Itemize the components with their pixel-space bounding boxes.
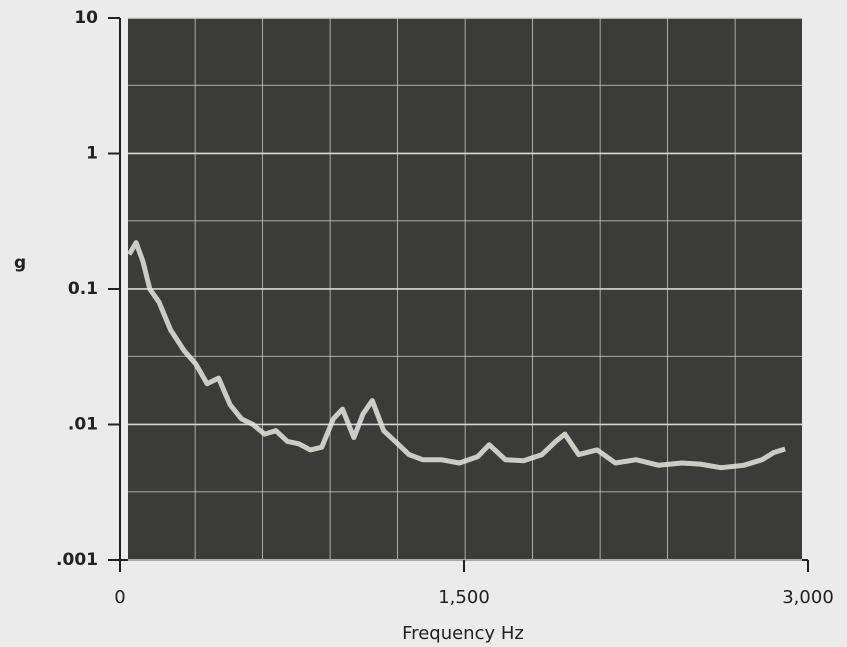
y-tick-label: 0.1 [68, 279, 98, 299]
x-tick-label: 0 [114, 587, 125, 608]
y-tick-label: 10 [74, 8, 98, 28]
y-tick-label: .01 [68, 415, 98, 435]
y-tick-label: .001 [56, 550, 98, 570]
y-axis-label: g [14, 253, 26, 273]
x-tick-label: 3,000 [782, 587, 834, 608]
y-tick-label: 1 [86, 144, 98, 164]
x-tick-label: 1,500 [438, 587, 490, 608]
trace-line [127, 240, 786, 471]
x-axis-label: Frequency Hz [402, 623, 524, 644]
